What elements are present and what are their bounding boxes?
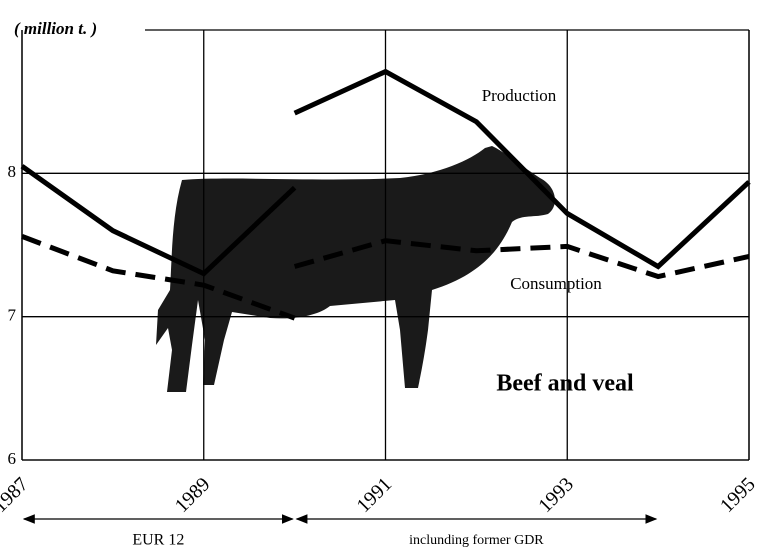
period-label: EUR 12 — [132, 532, 184, 549]
cow-illustration — [156, 146, 555, 392]
y-tick-label: 6 — [8, 449, 17, 468]
y-tick-label: 8 — [8, 162, 17, 181]
x-tick-label: 1995 — [716, 473, 760, 517]
x-tick-label: 1991 — [352, 473, 396, 517]
x-tick-label: 1989 — [171, 473, 215, 517]
period-label: inclunding former GDR — [409, 533, 544, 548]
chart-title: Beef and veal — [496, 371, 634, 397]
y-axis-label: ( million t. ) — [14, 19, 97, 38]
series-label: Consumption — [510, 274, 602, 293]
chart: ( million t. ) Beef and veal 6 7 8 1987 1989… — [0, 0, 769, 550]
y-tick-label: 7 — [8, 306, 17, 325]
x-tick-label: 1987 — [0, 473, 33, 517]
x-tick-label: 1993 — [534, 473, 578, 517]
series-label: Production — [482, 86, 557, 105]
